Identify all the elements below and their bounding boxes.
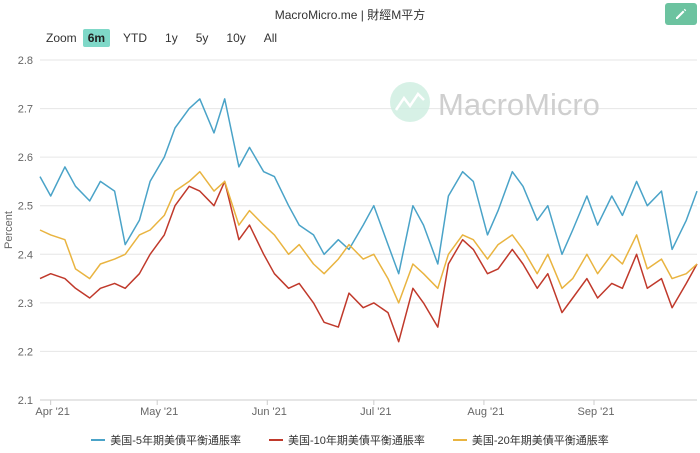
x-tick-label: Jul '21 [360, 406, 391, 418]
x-tick-label: May '21 [140, 406, 178, 418]
y-tick-label: 2.4 [18, 249, 33, 261]
legend-swatch-10y [268, 439, 283, 441]
legend-item-10y[interactable]: 美国-10年期美債平衡通脹率 [268, 432, 425, 448]
watermark: MacroMicro [390, 82, 600, 122]
watermark-text: MacroMicro [438, 87, 600, 122]
watermark-logo-mark [394, 92, 425, 111]
legend-item-5y[interactable]: 美国-5年期美債平衡通脹率 [91, 432, 241, 448]
x-tick-label: Jun '21 [252, 406, 287, 418]
y-tick-label: 2.7 [18, 104, 33, 116]
y-axis-title: Percent [3, 211, 15, 249]
legend-item-20y[interactable]: 美国-20年期美債平衡通脹率 [452, 432, 609, 448]
edit-button[interactable] [665, 3, 697, 25]
y-tick-label: 2.3 [18, 298, 33, 310]
legend-label-5y: 美国-5年期美債平衡通脹率 [110, 435, 241, 447]
legend-swatch-5y [91, 439, 106, 441]
zoom-10y-button[interactable]: 10y [226, 31, 246, 45]
series-line-20y [39, 170, 698, 304]
x-tick-label: Aug '21 [467, 406, 504, 418]
zoom-6m-button[interactable]: 6m [82, 29, 111, 47]
y-tick-label: 2.2 [18, 346, 33, 358]
zoom-bar: Zoom 6m YTD 1y 5y 10y All [46, 29, 290, 47]
y-tick-label: 2.5 [18, 201, 33, 213]
y-tick-label: 2.8 [18, 55, 33, 67]
legend-label-10y: 美国-10年期美債平衡通脹率 [287, 435, 425, 447]
pencil-icon [676, 8, 687, 19]
chart-title: MacroMicro.me | 財經M平方 [274, 8, 426, 22]
watermark-logo-icon [390, 82, 430, 122]
legend-label-20y: 美国-20年期美債平衡通脹率 [471, 435, 609, 447]
zoom-label: Zoom [46, 31, 77, 45]
legend: 美国-5年期美債平衡通脹率 美国-10年期美債平衡通脹率 美国-20年期美債平衡… [0, 432, 700, 448]
series-line-5y [39, 98, 698, 275]
zoom-all-button[interactable]: All [263, 31, 278, 45]
zoom-1y-button[interactable]: 1y [165, 31, 178, 45]
x-tick-label: Apr '21 [35, 406, 70, 418]
zoom-5y-button[interactable]: 5y [195, 31, 209, 45]
zoom-ytd-button[interactable]: YTD [123, 31, 148, 45]
x-tick-label: Sep '21 [578, 406, 615, 418]
y-tick-label: 2.1 [18, 395, 33, 407]
legend-swatch-20y [452, 439, 467, 441]
series-line-10y [39, 180, 698, 343]
y-tick-label: 2.6 [18, 152, 33, 164]
